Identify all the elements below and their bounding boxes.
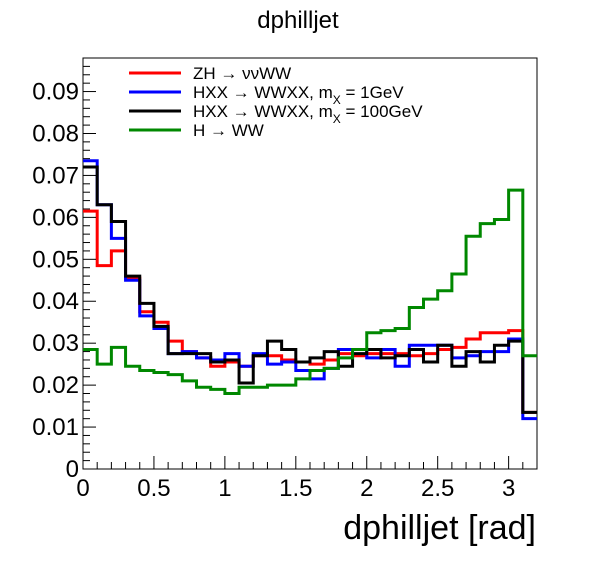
- y-tick-label: 0: [66, 456, 79, 483]
- y-tick-label: 0.05: [32, 246, 79, 273]
- y-tick-label: 0.06: [32, 204, 79, 231]
- x-tick-label: 3: [502, 475, 515, 502]
- series-group: [83, 159, 537, 421]
- x-tick-label: 0: [76, 475, 89, 502]
- chart-title: dphilljet: [257, 7, 339, 34]
- axis-group: 0 0.5 1 1.5 2 2.5 3 0 0.01 0.02 0.03 0.04 0.05 0.06 0.…: [32, 57, 538, 502]
- y-tick-label: 0.04: [32, 288, 79, 315]
- x-tick-label: 1.5: [279, 475, 312, 502]
- y-tick-label: 0.01: [32, 414, 79, 441]
- y-tick-label: 0.03: [32, 330, 79, 357]
- y-tick-label: 0.07: [32, 162, 79, 189]
- y-tick-label: 0.08: [32, 120, 79, 147]
- x-axis-label: dphilljet [rad]: [343, 509, 536, 547]
- series-line-4: [83, 188, 537, 396]
- series-line-1: [83, 209, 537, 414]
- x-tick-label: 0.5: [137, 475, 170, 502]
- legend-label-2: HXX → WWXX, mX = 1GeV: [193, 83, 404, 107]
- legend-label-3: HXX → WWXX, mX = 100GeV: [193, 102, 423, 126]
- y-tick-label: 0.09: [32, 79, 79, 106]
- legend-label-4: H → WW: [193, 121, 264, 140]
- x-tick-label: 1: [218, 475, 231, 502]
- legend-label-1: ZH → ννWW: [193, 64, 291, 83]
- series-line-3: [83, 165, 537, 414]
- y-tick-label: 0.02: [32, 372, 79, 399]
- x-tick-label: 2: [360, 475, 373, 502]
- x-tick-label: 2.5: [421, 475, 454, 502]
